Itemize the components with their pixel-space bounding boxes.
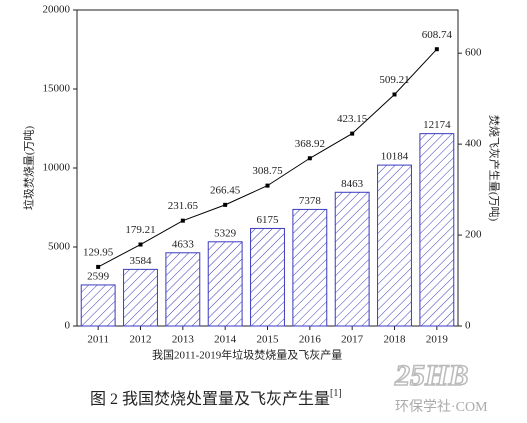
- x-tick-label: 2015: [257, 334, 280, 346]
- bar: [207, 241, 243, 327]
- line-value-label: 266.45: [210, 184, 241, 196]
- line-value-label: 423.15: [337, 113, 368, 125]
- x-tick-label: 2012: [130, 334, 152, 346]
- line-marker: [138, 242, 143, 247]
- y2-axis-label: 焚烧飞灰产生量(万吨): [487, 115, 501, 222]
- caption-ref: [1]: [330, 388, 342, 399]
- bar-value-label: 5329: [214, 227, 237, 239]
- y-tick-label: 15000: [43, 83, 71, 95]
- x-tick-label: 2013: [172, 334, 195, 346]
- y2-tick-label: 600: [465, 47, 482, 59]
- y-tick-label: 5000: [48, 241, 71, 253]
- line-marker: [96, 264, 101, 269]
- caption: 图 2 我国焚烧处置量及飞灰产生量[1]: [90, 388, 342, 407]
- line-value-label: 231.65: [168, 200, 199, 212]
- watermark-logo: 25HB: [394, 359, 468, 392]
- bar: [165, 252, 201, 327]
- line-marker: [307, 156, 312, 161]
- bar-value-label: 2599: [87, 270, 110, 282]
- line-marker: [434, 47, 439, 52]
- y2-tick-label: 0: [465, 320, 471, 332]
- line-marker: [350, 131, 355, 136]
- caption-text: 图 2 我国焚烧处置量及飞灰产生量: [90, 390, 330, 408]
- y-tick-label: 0: [65, 320, 71, 332]
- line-marker: [180, 218, 185, 223]
- bar: [419, 133, 455, 327]
- line-value-label: 509.21: [379, 74, 409, 86]
- bar-value-label: 6175: [257, 214, 280, 226]
- line-marker: [265, 183, 270, 188]
- line-value-label: 129.95: [83, 246, 114, 258]
- y2-tick-label: 200: [465, 229, 482, 241]
- x-tick-label: 2016: [299, 334, 322, 346]
- x-tick-label: 2017: [341, 334, 364, 346]
- bar-value-label: 7378: [299, 195, 322, 207]
- bar: [80, 284, 116, 327]
- line-value-label: 179.21: [125, 224, 155, 236]
- line-value-label: 308.75: [252, 165, 283, 177]
- bar: [334, 191, 370, 327]
- bar: [292, 208, 328, 327]
- x-tick-label: 2014: [214, 334, 237, 346]
- bar-value-label: 12174: [423, 119, 451, 131]
- line-marker: [392, 92, 397, 97]
- bar-value-label: 3584: [130, 255, 153, 267]
- x-tick-label: 2018: [384, 334, 407, 346]
- bar-value-label: 4633: [172, 238, 195, 250]
- x-tick-label: 2019: [426, 334, 449, 346]
- x-tick-label: 2011: [87, 334, 109, 346]
- line-value-label: 368.92: [295, 138, 325, 150]
- line-marker: [223, 202, 228, 207]
- bar: [123, 268, 158, 327]
- bar: [377, 164, 412, 327]
- bar-value-label: 8463: [341, 178, 364, 190]
- y-tick-label: 20000: [43, 4, 71, 16]
- line-value-label: 608.74: [422, 29, 453, 41]
- watermark-text: 环保学社·COM: [395, 399, 488, 415]
- y-axis-label: 垃圾焚烧量(万吨): [22, 126, 36, 211]
- y2-tick-label: 400: [465, 138, 482, 150]
- x-axis-label: 我国2011-2019年垃圾焚烧量及飞灰产量: [152, 348, 342, 362]
- bar: [250, 227, 285, 327]
- bar-value-label: 10184: [381, 151, 409, 163]
- y-tick-label: 10000: [43, 162, 71, 174]
